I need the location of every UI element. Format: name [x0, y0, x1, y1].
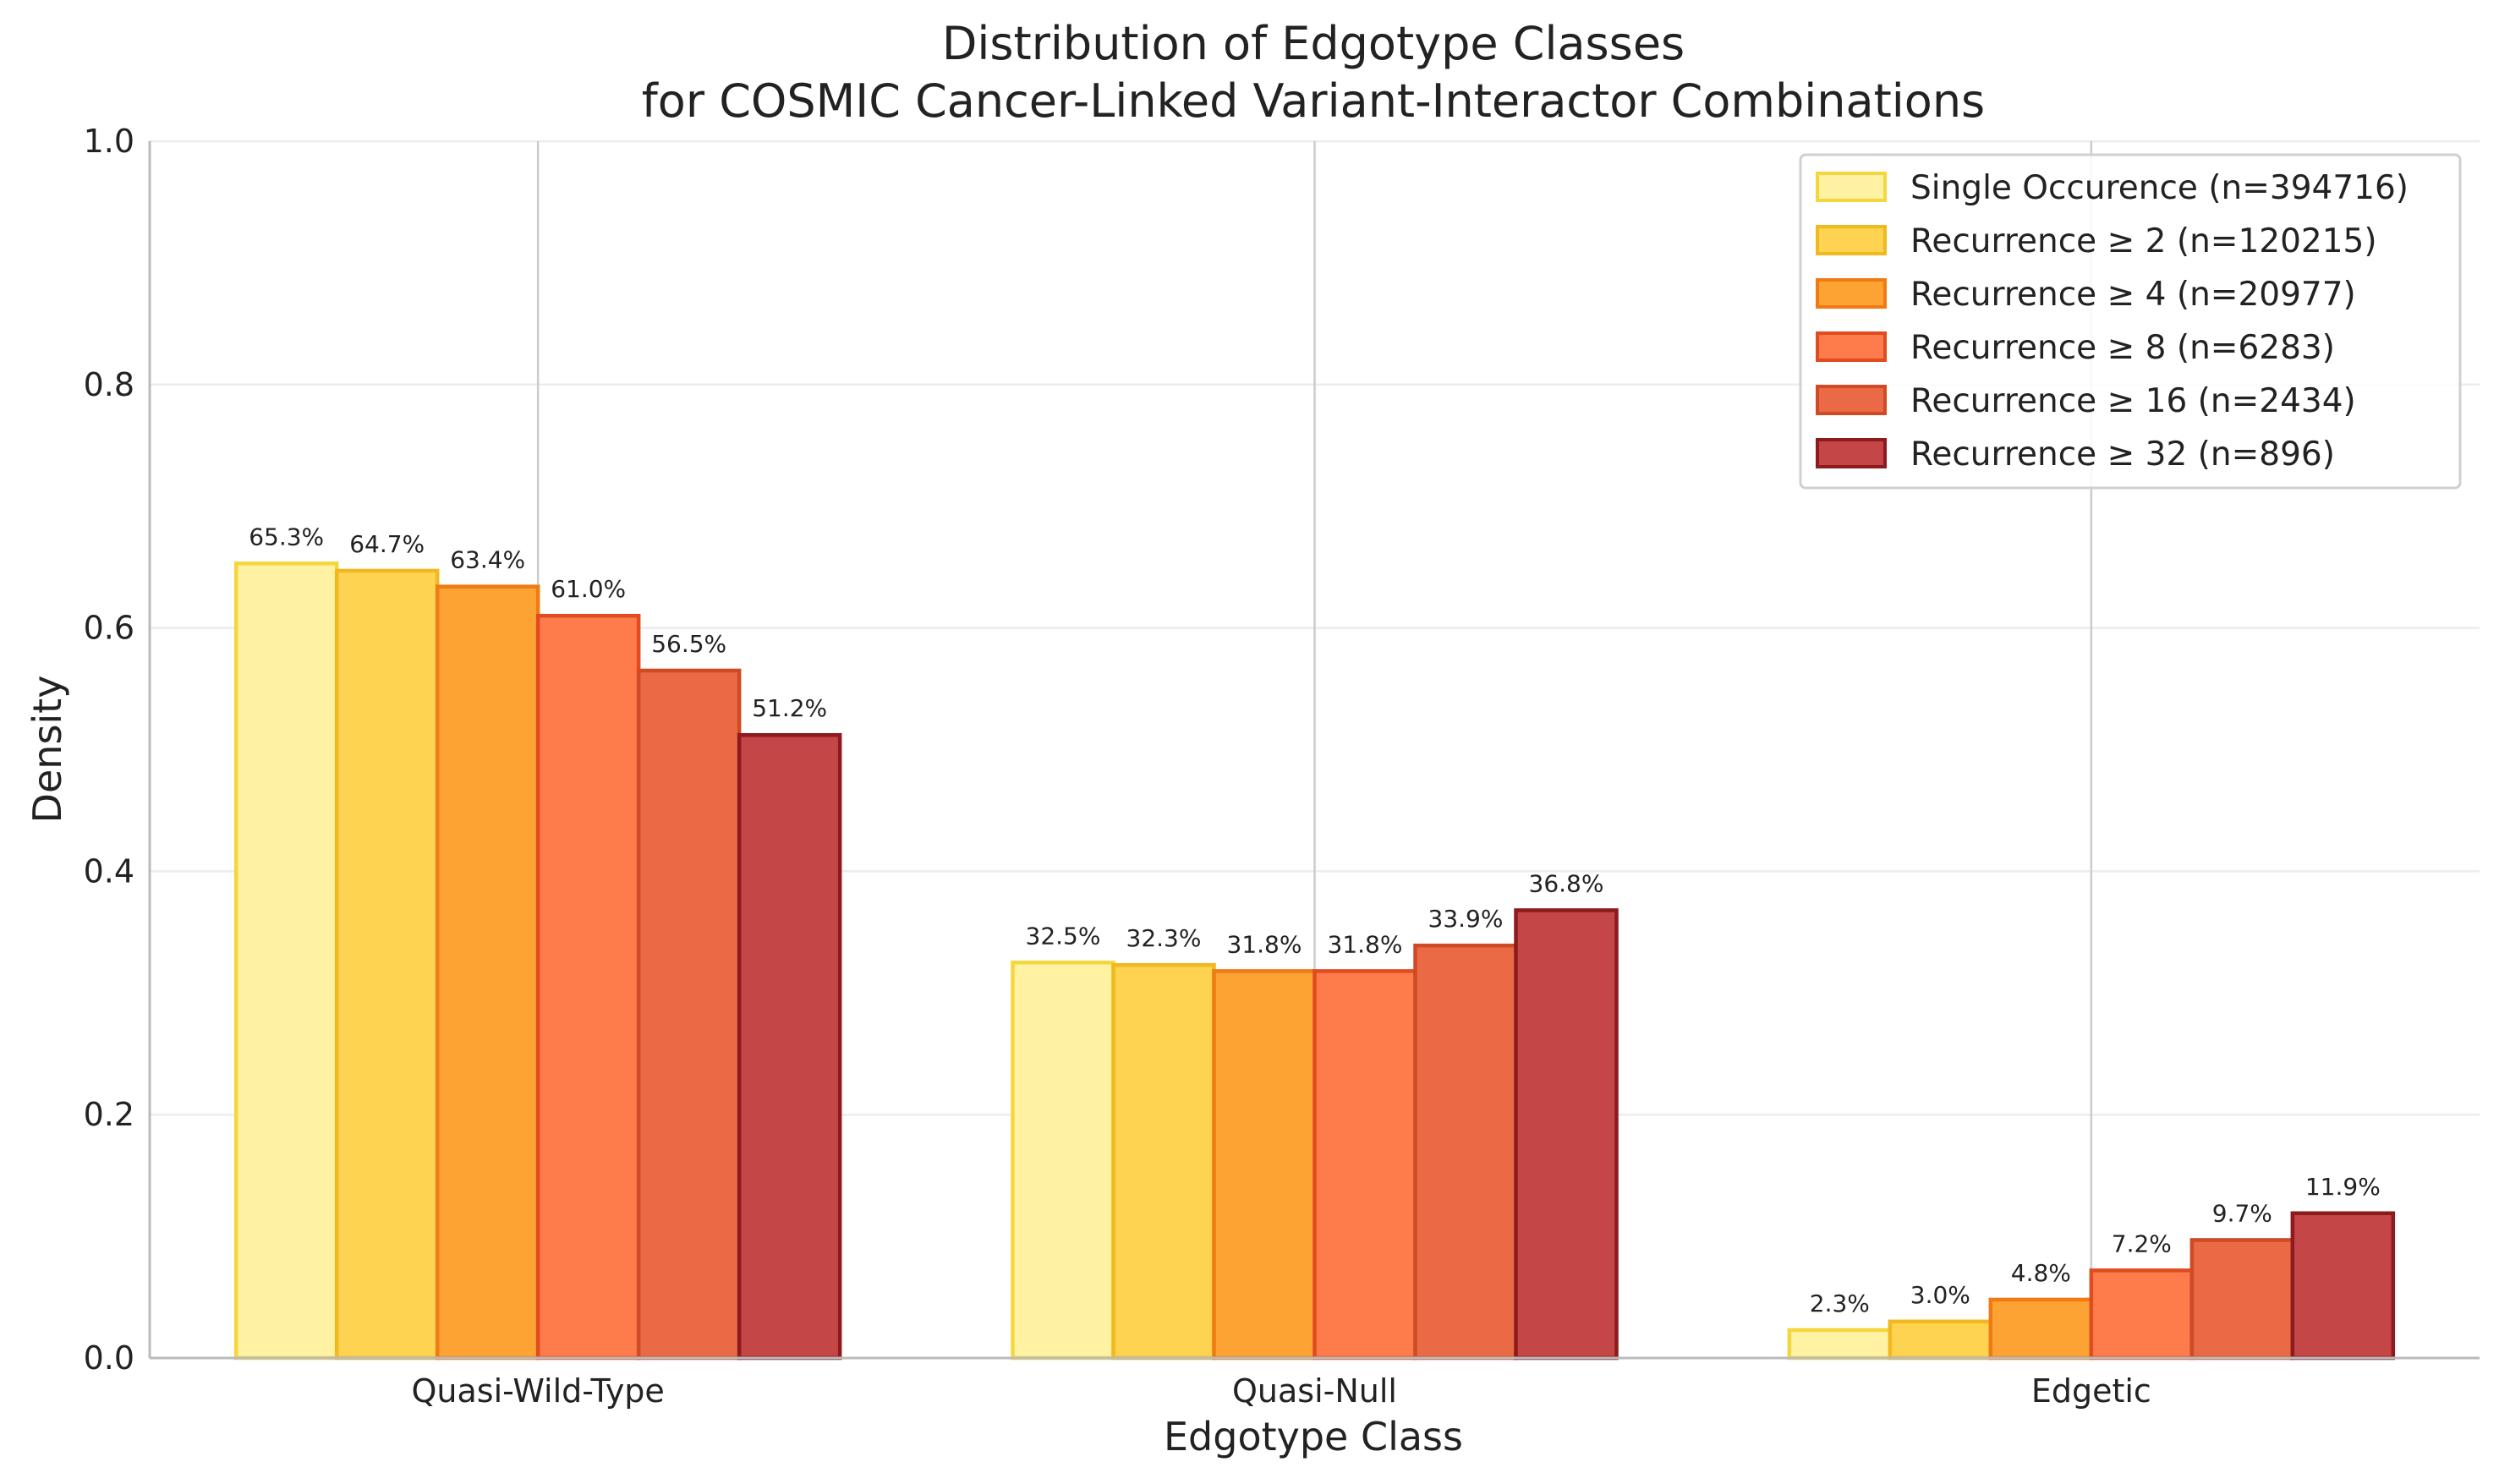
bar: [1787, 1328, 1893, 1361]
bar: [1313, 969, 1417, 1361]
bar: [334, 568, 440, 1361]
legend-label: Single Occurence (n=394716): [1910, 169, 2409, 207]
bar: [535, 613, 641, 1361]
legend-swatch: [1816, 438, 1887, 468]
x-tick-label: Quasi-Wild-Type: [412, 1372, 665, 1410]
bar: [1413, 943, 1518, 1361]
bar: [2089, 1268, 2195, 1361]
bar: [1888, 1319, 1993, 1361]
y-axis-label: Density: [25, 676, 70, 824]
axes: 0.0 0.2 0.4 0.6 0.8 1.0 Quasi-Wild-Type Quasi-N…: [84, 123, 2480, 1410]
legend-label: Recurrence ≥ 8 (n=6283): [1910, 329, 2335, 367]
bar-value-label: 64.7%: [349, 530, 425, 558]
y-tick-label: 0.4: [84, 852, 134, 890]
bar-value-label: 36.8%: [1529, 869, 1604, 897]
bar-value-label: 63.4%: [450, 546, 525, 574]
bar-value-label: 51.2%: [752, 694, 827, 722]
bar-value-label: 32.3%: [1126, 924, 1202, 952]
bar: [1011, 961, 1115, 1361]
legend-swatch: [1816, 278, 1887, 309]
y-tick-label: 0.8: [84, 366, 134, 403]
y-tick-label: 0.6: [84, 610, 134, 647]
bar-value-label: 31.8%: [1227, 930, 1302, 958]
legend: Single Occurence (n=394716) Recurrence ≥ …: [1799, 153, 2462, 490]
y-tick-label: 0.2: [84, 1096, 134, 1133]
bar-value-label: 3.0%: [1910, 1281, 1970, 1309]
y-tick-label: 1.0: [84, 123, 134, 160]
bar-value-label: 56.5%: [651, 630, 726, 658]
bar-value-label: 11.9%: [2305, 1173, 2381, 1201]
bar-value-label: 9.7%: [2212, 1199, 2272, 1227]
legend-box: [1799, 153, 2462, 490]
x-axis-label: Edgotype Class: [1164, 1414, 1463, 1459]
x-tick-label: Edgetic: [2031, 1372, 2151, 1410]
bar-value-label: 33.9%: [1428, 905, 1504, 933]
bar-value-label: 61.0%: [551, 575, 626, 603]
bar: [1212, 969, 1317, 1361]
bar: [2189, 1238, 2295, 1361]
bar: [737, 732, 842, 1361]
bar: [435, 584, 540, 1361]
bar-value-label: 65.3%: [249, 523, 324, 550]
bar: [1988, 1297, 2094, 1361]
legend-label: Recurrence ≥ 2 (n=120215): [1910, 222, 2377, 260]
legend-label: Recurrence ≥ 4 (n=20977): [1910, 276, 2356, 314]
bar: [1111, 962, 1216, 1361]
legend-label: Recurrence ≥ 32 (n=896): [1910, 435, 2335, 474]
legend-swatch: [1816, 225, 1887, 255]
legend-swatch: [1816, 331, 1887, 362]
bar: [636, 668, 742, 1361]
bar: [233, 561, 339, 1361]
legend-label: Recurrence ≥ 16 (n=2434): [1910, 382, 2356, 420]
bar-value-label: 4.8%: [2011, 1259, 2071, 1287]
bar-value-label: 2.3%: [1810, 1290, 1870, 1317]
x-tick-label: Quasi-Null: [1232, 1372, 1397, 1410]
bar: [1514, 908, 1619, 1361]
y-tick-label: 0.0: [84, 1339, 134, 1377]
bar-value-label: 32.5%: [1026, 922, 1101, 950]
bar-value-label: 7.2%: [2112, 1229, 2172, 1257]
chart-title-line-2: for COSMIC Cancer-Linked Variant-Interac…: [642, 74, 1985, 128]
bars: 65.3% 32.5% 2.3% 64.7% 32.3% 3.0% 63.4% 31.8% 4.…: [233, 523, 2396, 1361]
legend-swatch: [1816, 385, 1887, 415]
chart-title-line-1: Distribution of Edgotype Classes: [942, 17, 1685, 70]
legend-swatch: [1816, 172, 1887, 202]
bar-value-label: 31.8%: [1328, 930, 1403, 958]
bar: [2290, 1211, 2396, 1361]
